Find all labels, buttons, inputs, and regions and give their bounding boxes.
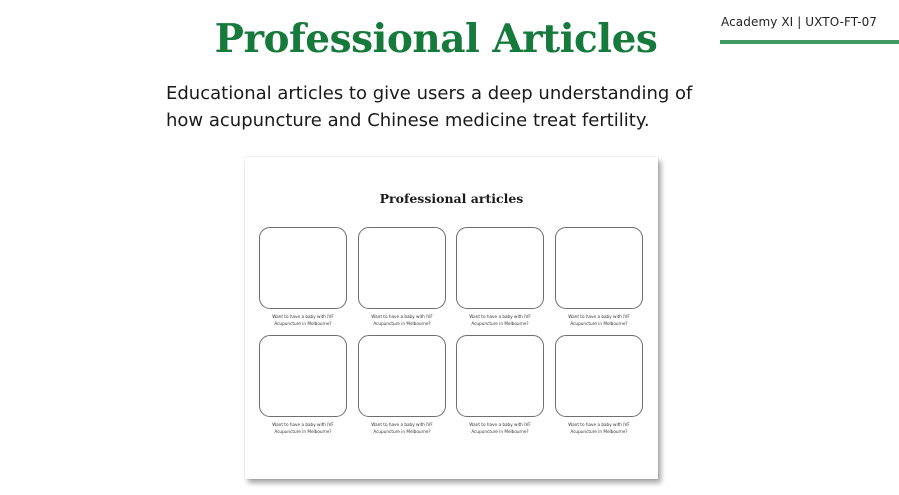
article-thumbnail[interactable] [259, 335, 347, 417]
article-caption-line-1: Want to have a baby with IVF [272, 422, 334, 427]
article-card[interactable]: Want to have a baby with IVF Acupuncture… [554, 335, 644, 435]
article-caption: Want to have a baby with IVF Acupuncture… [454, 314, 546, 327]
article-caption: Want to have a baby with IVF Acupuncture… [257, 314, 349, 327]
intro-line-1: Educational articles to give users a dee… [166, 83, 693, 104]
article-thumbnail[interactable] [358, 335, 446, 417]
article-caption: Want to have a baby with IVF Acupuncture… [257, 422, 349, 435]
article-card[interactable]: Want to have a baby with IVF Acupuncture… [554, 227, 644, 327]
intro-line-2: how acupuncture and Chinese medicine tre… [166, 110, 650, 131]
mockup-title: Professional articles [379, 191, 524, 206]
article-card[interactable]: Want to have a baby with IVF Acupuncture… [258, 227, 348, 327]
article-caption: Want to have a baby with IVF Acupuncture… [553, 314, 645, 327]
wireframe-mockup: Professional articles Want to have a bab… [245, 157, 658, 479]
article-caption-line-1: Want to have a baby with IVF [469, 314, 531, 319]
article-caption-line-1: Want to have a baby with IVF [371, 422, 433, 427]
header-course-tag: Academy XI | UXTO-FT-07 [721, 15, 878, 29]
article-card[interactable]: Want to have a baby with IVF Acupuncture… [455, 335, 545, 435]
header-divider [720, 40, 899, 44]
article-caption-line-2: Acupuncture in Melbourne? [373, 428, 431, 434]
article-caption-line-2: Acupuncture in Melbourne? [274, 320, 332, 326]
article-thumbnail[interactable] [555, 227, 643, 309]
article-thumbnail[interactable] [555, 335, 643, 417]
article-thumbnail[interactable] [456, 335, 544, 417]
page-title: Professional Articles [214, 16, 658, 62]
article-caption-line-2: Acupuncture in Melbourne? [373, 320, 431, 326]
article-caption-line-2: Acupuncture in Melbourne? [471, 320, 529, 326]
article-caption: Want to have a baby with IVF Acupuncture… [454, 422, 546, 435]
intro-text: Educational articles to give users a dee… [166, 80, 726, 134]
article-caption: Want to have a baby with IVF Acupuncture… [356, 314, 448, 327]
article-caption-line-2: Acupuncture in Melbourne? [570, 428, 628, 434]
article-caption-line-1: Want to have a baby with IVF [371, 314, 433, 319]
article-caption: Want to have a baby with IVF Acupuncture… [553, 422, 645, 435]
article-card[interactable]: Want to have a baby with IVF Acupuncture… [357, 335, 447, 435]
article-card[interactable]: Want to have a baby with IVF Acupuncture… [357, 227, 447, 327]
article-thumbnail[interactable] [259, 227, 347, 309]
article-thumbnail[interactable] [358, 227, 446, 309]
article-card[interactable]: Want to have a baby with IVF Acupuncture… [258, 335, 348, 435]
article-caption-line-1: Want to have a baby with IVF [272, 314, 334, 319]
article-caption-line-1: Want to have a baby with IVF [568, 422, 630, 427]
article-caption-line-2: Acupuncture in Melbourne? [570, 320, 628, 326]
article-caption: Want to have a baby with IVF Acupuncture… [356, 422, 448, 435]
article-caption-line-1: Want to have a baby with IVF [568, 314, 630, 319]
article-thumbnail[interactable] [456, 227, 544, 309]
article-card[interactable]: Want to have a baby with IVF Acupuncture… [455, 227, 545, 327]
article-caption-line-2: Acupuncture in Melbourne? [471, 428, 529, 434]
article-caption-line-2: Acupuncture in Melbourne? [274, 428, 332, 434]
article-caption-line-1: Want to have a baby with IVF [469, 422, 531, 427]
